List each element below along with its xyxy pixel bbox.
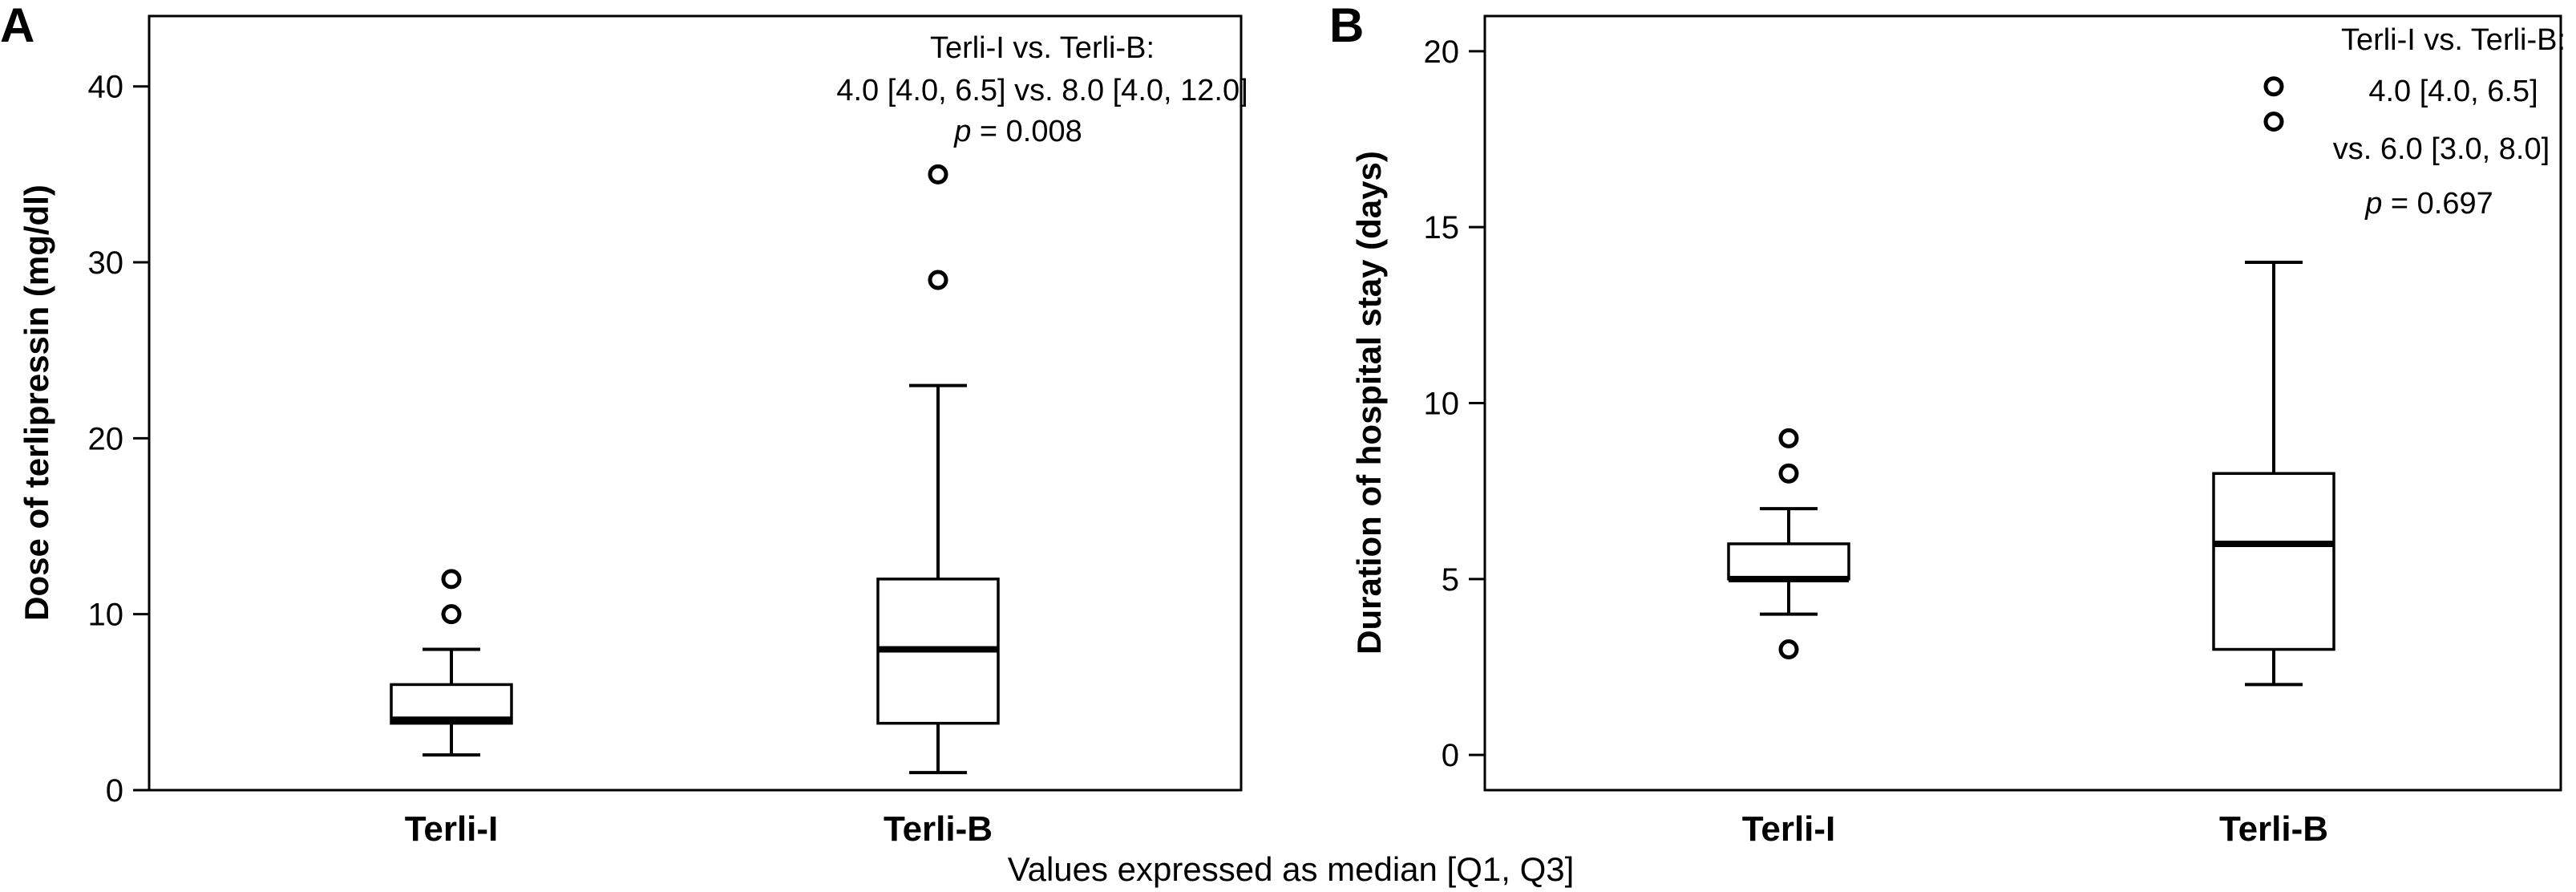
panel-b-y-tick-label: 5 [1442, 562, 1459, 598]
panel-b-terli-b-outlier [2263, 76, 2284, 97]
panel-b-terli-b-outlier [2263, 112, 2284, 132]
panel-b-p-label: p [2364, 187, 2382, 221]
panel-b-category-terli-b: Terli-B [2219, 809, 2328, 849]
panel-b-category-terli-i: Terli-I [1742, 809, 1836, 849]
panel-b-y-tick-label: 10 [1424, 387, 1460, 422]
panel-a-y-tick-label: 0 [106, 773, 123, 809]
panel-a-y-ticks: 0 10 20 30 40 [88, 70, 149, 809]
panel-a-y-tick-label: 30 [88, 245, 124, 281]
panel-b-y-ticks: 0 5 10 15 20 [1424, 34, 1485, 773]
panel-a-plot-frame [148, 14, 1243, 792]
panel-b-terli-b-box [2212, 472, 2335, 651]
panel-a-boxes [390, 164, 1000, 775]
panel-b-y-tick-label: 15 [1424, 210, 1460, 245]
panel-b-boxes [1727, 76, 2335, 687]
panel-b-annotation-line1: Terli-I vs. Terli-B: [2341, 23, 2566, 57]
panel-b-terli-i-box [1727, 542, 1850, 581]
panel-a-terli-i-outlier [441, 569, 462, 590]
panel-a: A 0 10 20 30 40 Dose of terlipressin (mg/dl)… [0, 0, 1248, 849]
panel-a-annotation-line2: 4.0 [4.0, 6.5] vs. 8.0 [4.0, 12.0] [836, 74, 1248, 107]
panel-b: B 0 5 10 15 20 Duration of hospital stay (da… [1329, 0, 2566, 849]
panel-a-annotation-line1: Terli-I vs. Terli-B: [930, 31, 1155, 65]
panel-b-y-tick-label: 0 [1442, 738, 1459, 773]
panel-a-category-terli-i: Terli-I [405, 809, 499, 849]
panel-letter-b: B [1329, 0, 1364, 52]
panel-letter-a: A [0, 0, 34, 52]
panel-a-annotation-pvalue: p = 0.008 [953, 115, 1082, 148]
panel-b-y-tick-label: 20 [1424, 34, 1460, 70]
panel-a-y-tick-label: 20 [88, 421, 124, 456]
panel-b-p-value: = 0.697 [2382, 187, 2493, 221]
panel-b-annotation-pvalue: p = 0.697 [2364, 187, 2493, 221]
panel-a-terli-i-outlier [441, 604, 462, 625]
panel-b-y-axis-label: Duration of hospital stay (days) [1350, 151, 1388, 655]
panel-a-category-terli-b: Terli-B [884, 809, 993, 849]
panel-b-terli-i-outlier [1778, 428, 1799, 448]
panel-b-annotation-line3: vs. 6.0 [3.0, 8.0] [2333, 132, 2550, 166]
panel-a-y-tick-label: 10 [88, 598, 124, 633]
panel-a-y-tick-label: 40 [88, 70, 124, 105]
panel-b-terli-i-outlier [1778, 639, 1799, 660]
footnote: Values expressed as median [Q1, Q3] [1008, 850, 1575, 888]
panel-a-p-label: p [953, 115, 971, 148]
panel-b-terli-i-outlier [1778, 463, 1799, 484]
panel-a-p-value: = 0.008 [971, 115, 1082, 148]
panel-a-y-axis-label: Dose of terlipressin (mg/dl) [18, 184, 55, 621]
panel-b-annotation-line2: 4.0 [4.0, 6.5] [2368, 75, 2538, 108]
panel-a-terli-b-outlier [928, 164, 948, 184]
panel-a-terli-b-outlier [928, 270, 948, 290]
